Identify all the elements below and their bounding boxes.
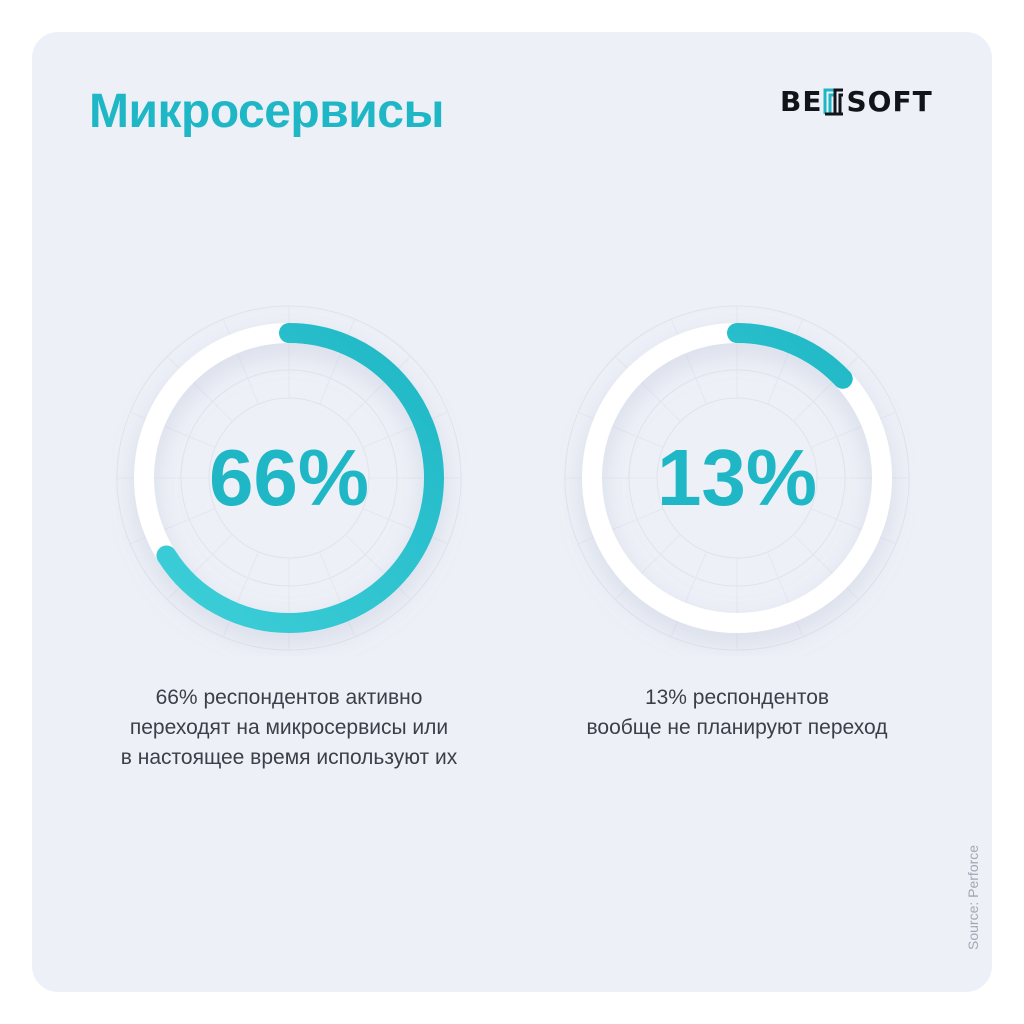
caption-line: 13% респондентов [644, 686, 830, 709]
grid-spoke [222, 551, 259, 638]
caption-13: 13% респондентов вообще не планируют пер… [537, 683, 937, 743]
grid-spoke [615, 356, 681, 422]
donut-value-arc [582, 323, 892, 633]
grid-spoke [319, 318, 356, 405]
donut-svg [116, 305, 462, 651]
donut-value-arc [134, 323, 444, 633]
grid-spoke [362, 411, 449, 448]
grid-spoke [767, 318, 804, 405]
grid-spoke [319, 551, 356, 638]
caption-line: в настоящее время используют их [120, 746, 458, 769]
grid-spoke [577, 508, 664, 545]
grid-spoke [810, 508, 897, 545]
grid-spoke [767, 551, 804, 638]
grid-spoke [362, 508, 449, 545]
caption-line: переходят на микросервисы или [129, 716, 449, 739]
grid-spoke [670, 318, 707, 405]
grid-spoke [167, 534, 233, 600]
caption-66: 66% респондентов активно переходят на ми… [89, 683, 489, 773]
donut-value-label: 66% [208, 433, 370, 522]
donut-value-label: 13% [656, 433, 818, 522]
grid-spoke [793, 534, 859, 600]
infographic-card: Микросервисы BE SOFT 66% 13% 66% респонд… [32, 32, 992, 992]
bellsoft-logo: BE SOFT [780, 88, 933, 116]
caption-line: 66% респондентов активно [155, 686, 423, 709]
source-note: Source: Perforce [965, 844, 981, 950]
grid-spoke [615, 534, 681, 600]
grid-spoke [129, 411, 216, 448]
donut-svg [564, 305, 910, 651]
logo-text-left: BE [780, 85, 823, 118]
grid-spoke [793, 356, 859, 422]
grid-spoke [129, 508, 216, 545]
grid-spoke [345, 356, 411, 422]
logo-text-right: SOFT [846, 85, 933, 118]
caption-line: вообще не планируют переход [586, 716, 888, 739]
page-title: Микросервисы [89, 85, 444, 138]
grid-spoke [577, 411, 664, 448]
donut-chart-66: 66% [111, 300, 467, 656]
donut-chart-13: 13% [559, 300, 915, 656]
logo-mark-icon [823, 88, 844, 116]
grid-spoke [345, 534, 411, 600]
grid-spoke [222, 318, 259, 405]
grid-spoke [670, 551, 707, 638]
grid-spoke [810, 411, 897, 448]
grid-spoke [167, 356, 233, 422]
